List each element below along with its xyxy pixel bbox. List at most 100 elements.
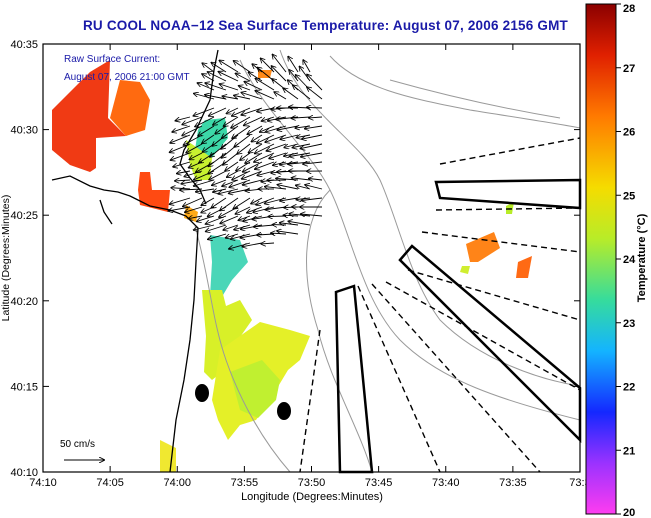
current-vector <box>211 63 227 73</box>
current-vector <box>196 161 215 172</box>
current-vector <box>307 107 323 108</box>
colorbar-tick-label: 28 <box>623 3 635 15</box>
colorbar-label: Temperature (°C) <box>636 213 648 302</box>
current-vector <box>249 143 263 153</box>
current-vector <box>239 86 251 91</box>
current-vector <box>184 170 203 177</box>
current-vector <box>236 74 251 82</box>
x-tick-label: 73:50 <box>298 477 326 489</box>
buoy-marker <box>277 402 291 420</box>
current-vector <box>309 179 323 181</box>
current-vector <box>240 152 251 160</box>
current-vector <box>293 85 311 100</box>
current-vector <box>277 231 299 235</box>
x-tick-label: 73:40 <box>432 477 460 489</box>
y-tick-label: 40:35 <box>10 39 38 51</box>
current-vector <box>302 198 323 201</box>
y-axis-label: Latitude (Degrees:Minutes) <box>0 195 12 322</box>
bathymetry-contours <box>194 49 581 473</box>
current-vector <box>209 107 227 116</box>
current-vector <box>241 93 263 100</box>
current-vector <box>181 179 203 184</box>
current-vector <box>237 143 251 154</box>
current-vector <box>208 233 227 239</box>
current-vector <box>202 74 215 82</box>
current-vector <box>232 125 251 138</box>
y-axis-ticks: 40:35 40:30 40:25 40:20 40:15 40:10 <box>10 39 580 479</box>
current-vector <box>227 170 239 177</box>
current-vector <box>233 197 251 209</box>
current-vector <box>194 224 215 230</box>
current-vector <box>172 125 191 132</box>
current-vector <box>198 125 215 136</box>
current-vector <box>255 79 275 91</box>
colorbar-tick-label: 24 <box>623 254 636 266</box>
current-vector <box>254 225 275 227</box>
current-vector <box>206 215 227 224</box>
current-vector <box>222 179 239 186</box>
current-vector <box>185 206 203 212</box>
current-vector <box>305 126 323 129</box>
x-tick-label: 73:3 <box>569 477 590 489</box>
current-vector <box>221 134 239 149</box>
current-vector <box>242 242 263 247</box>
current-vector <box>197 215 215 221</box>
current-vector <box>234 95 251 100</box>
current-vectors <box>168 55 323 249</box>
map-title: RU COOL NOAA−12 Sea Surface Temperature:… <box>82 18 569 33</box>
current-vector <box>186 143 203 153</box>
current-vector <box>182 125 203 136</box>
current-vector <box>208 161 227 174</box>
current-vector <box>307 75 323 91</box>
current-vector <box>183 197 203 206</box>
current-vector <box>209 152 227 166</box>
colorbar-tick-label: 27 <box>623 63 635 75</box>
current-vector <box>219 61 239 73</box>
current-vector <box>301 214 323 216</box>
current-vector <box>201 206 215 213</box>
current-vector <box>283 88 299 100</box>
current-vector <box>301 143 323 149</box>
current-vector <box>188 216 203 219</box>
current-vector <box>219 206 239 217</box>
current-vector <box>173 161 191 167</box>
y-tick-label: 40:15 <box>10 381 38 393</box>
current-vector <box>212 179 227 185</box>
current-vector <box>203 143 215 152</box>
x-tick-label: 73:45 <box>365 477 393 489</box>
x-axis-ticks: 74:10 74:05 74:00 73:55 73:50 73:45 73:40 73:35… <box>29 44 591 489</box>
current-vector <box>309 117 323 118</box>
current-vector <box>177 171 191 174</box>
current-vector <box>280 198 299 201</box>
current-vector <box>288 221 311 226</box>
current-vector <box>212 134 227 146</box>
current-vector <box>255 161 275 169</box>
current-vector <box>199 152 215 163</box>
current-vector <box>255 143 275 154</box>
current-vector <box>301 152 323 157</box>
current-vector <box>219 72 239 82</box>
x-axis-label: Longitude (Degrees:Minutes) <box>241 491 383 503</box>
current-vector <box>241 224 263 229</box>
colorbar-tick-label: 25 <box>623 190 635 202</box>
colorbar <box>585 3 617 515</box>
current-vector <box>227 107 239 114</box>
current-vector <box>266 207 287 210</box>
colorbar-ticks: 28 27 26 25 24 23 22 21 20 <box>616 3 636 518</box>
current-vector <box>213 116 227 125</box>
current-vector <box>195 116 215 127</box>
current-vector <box>170 143 191 152</box>
current-vector <box>176 116 191 121</box>
x-tick-label: 73:55 <box>231 477 259 489</box>
colorbar-tick-label: 26 <box>623 127 635 139</box>
current-vector <box>231 116 251 128</box>
current-vector <box>265 187 287 189</box>
current-vector <box>194 170 215 180</box>
current-label-line1: Raw Surface Current: <box>64 54 160 65</box>
current-vector <box>236 161 251 171</box>
current-vector <box>261 243 275 244</box>
current-vector <box>303 60 311 73</box>
current-vector <box>201 197 215 205</box>
current-label-line2: August 07, 2006 21:00 GMT <box>64 72 190 83</box>
